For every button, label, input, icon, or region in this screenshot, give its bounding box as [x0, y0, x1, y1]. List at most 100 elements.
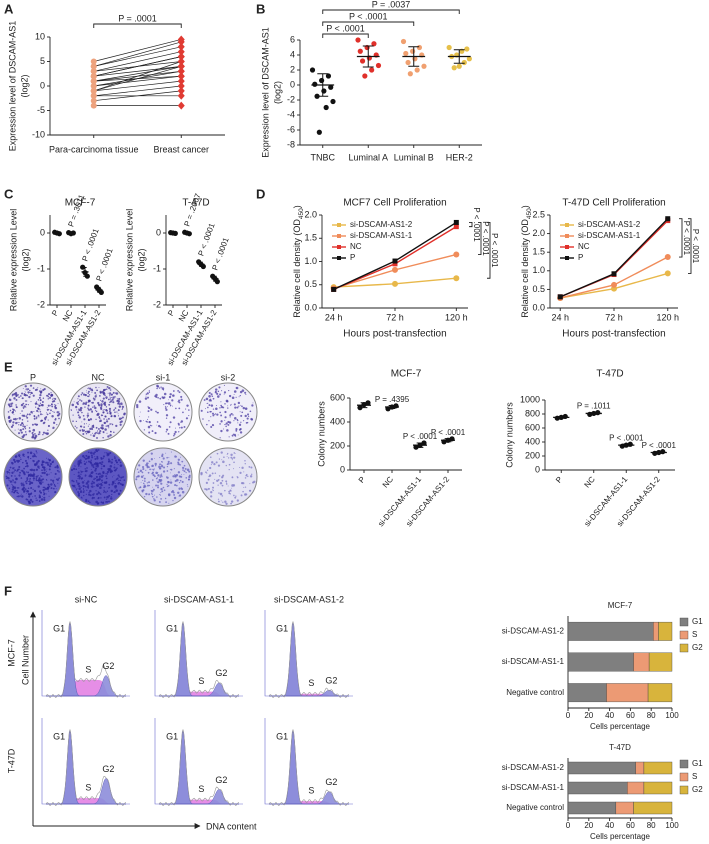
colony — [140, 481, 142, 483]
colony — [212, 397, 215, 400]
colony — [222, 501, 224, 503]
colony — [90, 451, 93, 455]
bar-segment — [567, 801, 617, 815]
colony — [25, 462, 28, 465]
colony — [33, 411, 35, 413]
colony — [43, 421, 46, 424]
colony — [120, 402, 123, 405]
colony — [92, 493, 95, 496]
colony — [141, 471, 144, 474]
y-tick-label: 0 — [535, 464, 540, 474]
colony — [211, 423, 215, 427]
colony — [58, 477, 60, 479]
colony — [224, 403, 226, 405]
colony — [99, 493, 102, 495]
colony — [45, 461, 48, 464]
colony — [207, 487, 210, 490]
colony — [248, 415, 250, 418]
data-point — [451, 65, 457, 71]
colony — [206, 469, 209, 471]
colony — [75, 480, 78, 482]
colony — [162, 486, 165, 489]
y-tick-label: 0 — [290, 79, 295, 89]
colony — [12, 421, 15, 424]
colony — [54, 466, 57, 469]
colony — [26, 413, 29, 416]
histogram-outline — [268, 729, 350, 806]
colony — [112, 476, 114, 478]
colony — [229, 414, 232, 417]
colony — [87, 451, 90, 454]
colony — [54, 485, 57, 487]
colony — [89, 418, 93, 421]
colony — [79, 490, 83, 494]
colony — [27, 451, 29, 454]
y-axis-label: Relative cell density (OD450) — [292, 205, 304, 317]
colony — [224, 419, 226, 421]
colony — [78, 487, 81, 491]
colony — [77, 465, 80, 467]
colony — [184, 408, 187, 410]
colony — [105, 498, 108, 500]
colony — [175, 407, 177, 410]
data-point — [331, 286, 337, 292]
colony — [32, 387, 35, 389]
colony — [50, 487, 53, 490]
colony — [22, 423, 24, 426]
colony — [148, 466, 150, 468]
colony — [200, 409, 203, 412]
colony — [91, 411, 93, 413]
colony — [94, 406, 97, 410]
colony — [159, 397, 162, 400]
colony — [240, 421, 242, 423]
colony — [48, 465, 52, 468]
colony — [36, 423, 39, 426]
colony — [41, 460, 44, 463]
colony — [52, 421, 56, 424]
colony — [78, 408, 80, 410]
colony — [148, 390, 151, 392]
histogram-outline — [45, 729, 127, 806]
data-point — [309, 67, 316, 73]
colony — [110, 430, 112, 433]
colony — [157, 424, 161, 428]
data-point — [330, 98, 336, 105]
colony — [228, 436, 230, 438]
colony — [11, 490, 14, 493]
colony — [28, 413, 31, 416]
colony — [9, 419, 12, 422]
colony — [32, 469, 36, 472]
colony — [23, 490, 26, 493]
colony — [16, 469, 19, 472]
colony — [29, 451, 33, 455]
colony — [72, 467, 76, 471]
bar-segment — [567, 652, 634, 672]
colony — [105, 388, 108, 390]
colony — [223, 391, 227, 394]
colony — [105, 420, 109, 423]
colony — [79, 406, 83, 410]
colony — [101, 481, 103, 484]
colony — [234, 496, 237, 499]
colony — [98, 417, 101, 419]
y-tick-label: 0.0 — [532, 302, 545, 312]
colony — [148, 421, 151, 423]
data-point — [446, 44, 452, 51]
colony — [79, 461, 81, 464]
colony — [38, 481, 40, 483]
colony — [47, 404, 50, 407]
y-tick-label: 600 — [330, 392, 345, 402]
colony — [78, 485, 81, 488]
colony — [166, 463, 169, 466]
colony — [33, 414, 36, 417]
colony — [30, 391, 33, 394]
colony — [157, 474, 160, 477]
colony — [161, 490, 164, 493]
colony — [98, 461, 102, 465]
colony — [151, 471, 155, 474]
colony — [84, 476, 86, 477]
colony — [210, 464, 212, 466]
colony — [24, 481, 27, 483]
colony — [83, 489, 85, 491]
colony — [9, 472, 11, 474]
